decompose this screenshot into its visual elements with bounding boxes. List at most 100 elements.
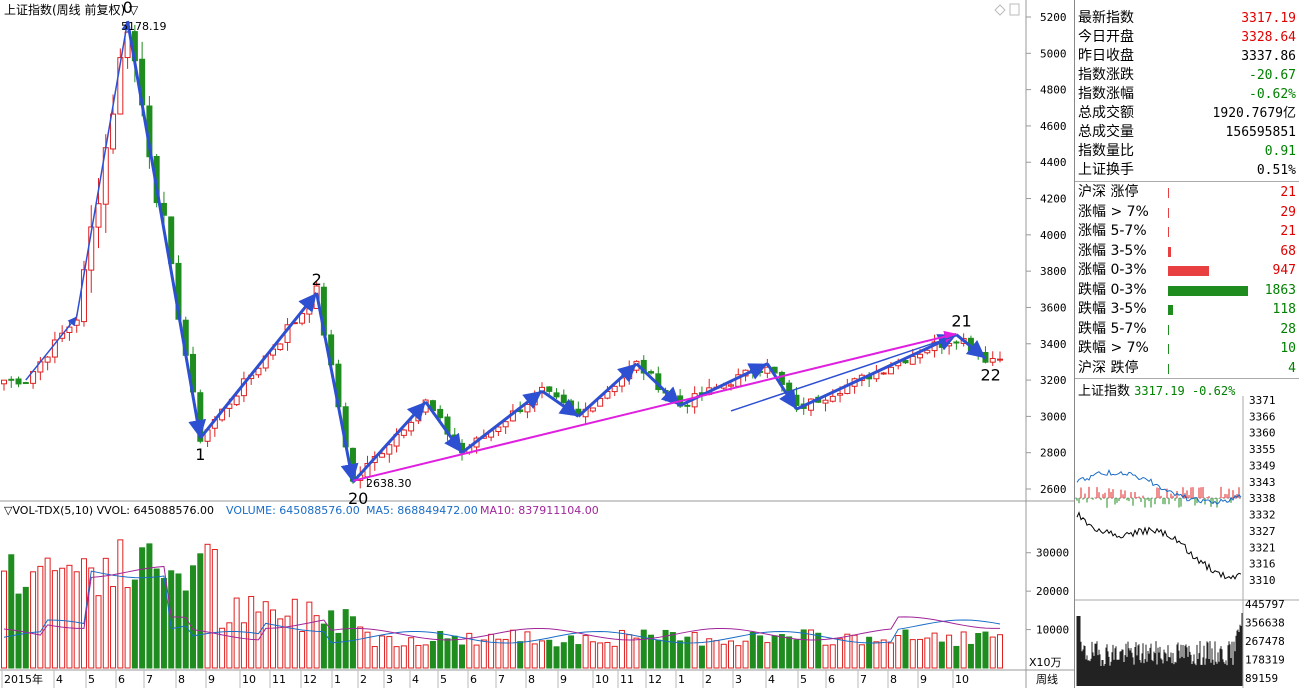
volume-bar [153, 568, 160, 669]
mini-tick-label: 3327 [1249, 525, 1276, 538]
kline-chart[interactable]: 5200500048004600440042004000380036003400… [0, 0, 1074, 688]
price-tick-label: 4000 [1040, 229, 1067, 242]
mini-title: 上证指数 3317.19 -0.62% [1078, 384, 1236, 399]
volume-bar [175, 573, 182, 669]
wave-arrow [126, 20, 207, 439]
price-tick-label: 5200 [1040, 11, 1067, 24]
volume-bar [8, 554, 15, 669]
volume-bar [269, 609, 276, 669]
breadth-bar [1168, 188, 1169, 198]
diamond-icon[interactable] [994, 4, 1006, 16]
volume-bar [299, 630, 306, 669]
intraday-mini-chart[interactable]: 3371 3366 3360 3355 3349 3343 3338 3332 3327 3321… [1075, 396, 1299, 688]
volume-bar [829, 644, 836, 669]
candle-body [386, 444, 393, 455]
volume-bar [997, 634, 1003, 669]
corner-icons[interactable] [994, 3, 1020, 16]
period-label: 周线 [1036, 672, 1058, 686]
volume-bar [989, 636, 996, 669]
breadth-row: 沪深 涨停 21 [1078, 184, 1296, 200]
volume-bar [982, 631, 989, 669]
volume-bar [204, 543, 211, 669]
window-icon[interactable] [1009, 3, 1020, 16]
candle-body [15, 378, 22, 385]
price-tick-label: 4800 [1040, 84, 1067, 97]
volume-tick-label: 20000 [1036, 585, 1069, 598]
volume-bar [946, 634, 953, 669]
volume-ma-line [3, 565, 1001, 641]
mini-vol-tick: 267478 [1245, 635, 1285, 648]
volume-bar [277, 618, 284, 669]
candle-body [1, 379, 7, 385]
x-tick-label: 2 [705, 673, 712, 686]
volume-bar [306, 601, 313, 669]
x-tick-label: 10 [242, 673, 256, 686]
volume-tick-label: 30000 [1036, 547, 1069, 560]
main-chart-area[interactable]: 5200 5000 4800 4600 4400 4200 4000 3800 3600 3400… [0, 0, 1074, 688]
volume-bar [611, 645, 618, 669]
volume-bar [459, 644, 466, 669]
row-latest: 最新指数 3317.19 [1078, 10, 1296, 26]
breadth-bar [1168, 266, 1209, 276]
volume-bar [589, 641, 596, 669]
candle-body [611, 385, 618, 393]
volume-bar [953, 645, 960, 669]
volume-bar [190, 565, 197, 669]
candle-body [437, 408, 444, 419]
volume-bar [349, 616, 356, 669]
wave-arrow [75, 20, 131, 317]
vol-indicator-title: ▽VOL-TDX(5,10) VVOL: 645088576.00 [4, 504, 214, 517]
x-tick-label: 12 [303, 673, 317, 686]
wave-label: 0 [123, 0, 133, 17]
volume-bar [800, 629, 807, 669]
volume-bar [764, 642, 771, 669]
volume-bar [895, 635, 902, 669]
volume-bar [117, 539, 124, 669]
volume-bar [786, 636, 793, 669]
candle-body [73, 319, 80, 326]
volume-bar [102, 557, 109, 669]
volume-bar [59, 567, 66, 669]
low-label: 2638.30 [366, 477, 412, 490]
volume-bar [691, 631, 698, 669]
breadth-row: 跌幅 0-3% 1863 [1078, 281, 1296, 298]
candle-body [997, 358, 1003, 361]
volume-bar [284, 615, 291, 669]
volume-bar [139, 547, 146, 669]
vol-ma5-value: MA5: 868849472.00 [366, 504, 478, 517]
x-tick-label: 11 [272, 673, 286, 686]
candle-body [546, 386, 553, 392]
row-open: 今日开盘 3328.64 [1078, 29, 1296, 45]
volume-bar [495, 638, 502, 669]
x-tick-label: 6 [470, 673, 477, 686]
pct-value: -0.62% [1249, 87, 1296, 102]
mini-vol-tick: 356638 [1245, 617, 1285, 630]
x-tick-label: 9 [208, 673, 215, 686]
volume-bar [546, 639, 553, 669]
breadth-row: 涨幅 > 7% 29 [1078, 203, 1296, 220]
volume-bar [924, 637, 931, 669]
price-tick-label: 5000 [1040, 47, 1067, 60]
wave-arrow [351, 400, 427, 484]
breadth-bar [1168, 363, 1169, 374]
x-tick-label: 7 [498, 673, 505, 686]
volume-bar [131, 579, 138, 669]
volume-bar [437, 630, 444, 669]
volume-bar [669, 632, 676, 669]
price-tick-label: 3800 [1040, 265, 1067, 278]
row-amount: 总成交额 1920.7679亿 [1078, 105, 1296, 121]
candle-body [837, 393, 844, 396]
channel-line [730, 334, 957, 412]
amount-value: 1920.7679亿 [1212, 106, 1296, 121]
wave-arrow [461, 389, 543, 454]
breadth-row: 跌幅 > 7% 10 [1078, 340, 1296, 356]
candle-body [728, 384, 735, 387]
volume-bar [379, 635, 386, 669]
candle-body [8, 378, 15, 381]
volume-bar [568, 635, 575, 669]
x-tick-label: 2015年 [4, 672, 43, 686]
candle-body [946, 343, 953, 347]
vol-volume-value: VOLUME: 645088576.00 [226, 504, 360, 517]
volume-bar [633, 637, 640, 669]
volume-bar [640, 629, 647, 669]
